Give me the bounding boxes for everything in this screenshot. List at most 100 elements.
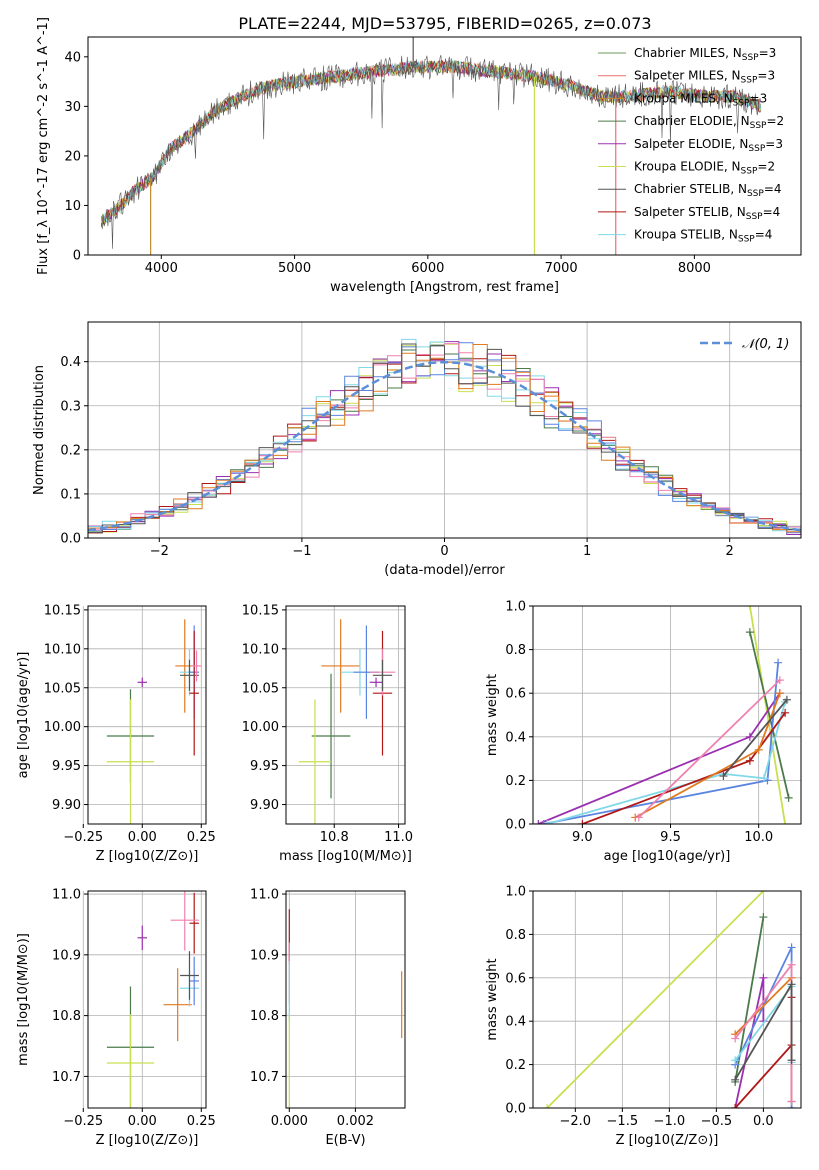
legend-sub: SSP — [738, 235, 755, 245]
x-tick-label: 0.0 — [753, 1114, 774, 1129]
weight-line-extra_pink — [638, 679, 781, 819]
legend-entry: Kroupa ELODIE, NSSP=2 — [634, 160, 775, 177]
spectrum-line-chabrier_stelib — [101, 55, 762, 249]
legend-text: Salpeter MILES, N — [634, 69, 741, 83]
weight-marker — [787, 1056, 796, 1065]
legend-suffix: =3 — [759, 46, 777, 60]
legend-suffix: =4 — [755, 228, 773, 242]
panel-residuals: −2 −1 0 1 2 0.0 0.1 0.2 0.3 0.4 (data-model)/error… — [32, 321, 802, 578]
x-axis-label: mass [log10(M/M⊙)] — [279, 849, 412, 864]
y-tick-label: 9.95 — [250, 759, 279, 774]
weight-marker — [782, 695, 791, 704]
y-tick-label: 0 — [73, 249, 81, 264]
y-tick-label: 0.0 — [505, 1102, 526, 1117]
axes-frame — [87, 605, 207, 825]
y-axis-label: age [log10(age/yr)] — [16, 652, 31, 779]
legend-sub: SSP — [746, 212, 763, 222]
y-tick-label: 0.6 — [505, 971, 526, 986]
hist-step-chabrier_stelib — [88, 343, 801, 533]
y-tick-label: 9.95 — [52, 759, 81, 774]
y-axis-label: mass [log10(M/M⊙)] — [16, 933, 31, 1066]
axes-frame — [87, 890, 207, 1109]
y-tick-label: 10.15 — [44, 603, 81, 618]
y-tick-label: 0.4 — [60, 355, 81, 370]
x-tick-label: 0.002 — [337, 1114, 374, 1129]
weight-line-extra_blue — [543, 662, 779, 824]
x-axis-label: age [log10(age/yr)] — [604, 849, 731, 864]
y-tick-label: 10.05 — [44, 681, 81, 696]
weight-marker — [787, 1097, 796, 1106]
normal-curve — [88, 360, 801, 532]
y-tick-label: 10.7 — [52, 1070, 81, 1085]
x-tick-label: 7000 — [545, 261, 578, 276]
weight-marker — [731, 1056, 740, 1065]
weight-marker — [787, 943, 796, 952]
y-tick-label: 0.6 — [505, 687, 526, 702]
axes-frame — [87, 36, 802, 256]
weight-marker — [759, 774, 768, 783]
weight-marker — [787, 960, 796, 969]
x-tick-label: −2 — [150, 544, 169, 559]
x-tick-label: 0.00 — [128, 1114, 157, 1129]
weight-marker — [759, 973, 768, 982]
y-tick-label: 0.0 — [60, 532, 81, 547]
legend-text: Salpeter STELIB, N — [634, 205, 746, 219]
legend-entry: Salpeter MILES, NSSP=3 — [634, 69, 775, 86]
x-tick-label: 2 — [726, 544, 734, 559]
y-axis-label: Normed distribution — [32, 365, 47, 495]
weight-marker — [719, 772, 728, 781]
y-tick-label: 0.2 — [505, 1058, 526, 1073]
weight-marker — [784, 793, 793, 802]
hist-step-extra_pink — [88, 343, 801, 531]
legend-entry: Chabrier STELIB, NSSP=4 — [634, 182, 782, 199]
x-axis-label: E(B-V) — [325, 1133, 365, 1148]
x-tick-label: 6000 — [411, 261, 444, 276]
weight-marker — [759, 891, 768, 895]
legend-entry: Chabrier ELODIE, NSSP=2 — [634, 114, 784, 131]
weight-marker — [539, 820, 548, 824]
y-tick-label: 20 — [64, 149, 81, 164]
axes-frame — [532, 605, 802, 825]
y-tick-label: 1.0 — [505, 600, 526, 615]
grid-lines — [286, 606, 405, 824]
weight-marker — [759, 913, 768, 922]
x-tick-label: −0.5 — [701, 1114, 733, 1129]
x-tick-label: −1 — [292, 544, 311, 559]
axes-frame — [532, 890, 802, 1109]
x-tick-label: 10.0 — [744, 830, 773, 845]
weight-marker — [745, 606, 754, 610]
x-tick-label: 9.0 — [572, 830, 593, 845]
weight-marker — [781, 708, 790, 717]
plot-area — [298, 619, 396, 824]
y-tick-label: 10.8 — [250, 1009, 279, 1024]
weight-marker — [731, 1075, 740, 1084]
weight-marker — [731, 1034, 740, 1043]
legend-sub: SSP — [742, 53, 759, 63]
panel-weight_vs_age: 9.0 9.5 10.0 0.0 0.2 0.4 0.6 0.8 1.0 age [log10(a… — [485, 600, 802, 864]
weight-marker — [543, 1104, 552, 1108]
x-tick-label: 1 — [583, 544, 591, 559]
axes-frame — [87, 321, 802, 539]
x-tick-label: 0.000 — [271, 1114, 308, 1129]
y-tick-label: 0.8 — [505, 928, 526, 943]
legend-entry: Kroupa STELIB, NSSP=4 — [634, 228, 772, 245]
x-tick-label: −0.25 — [63, 1114, 103, 1129]
panel-age_vs_Z: −0.25 0.00 0.25 9.90 9.95 10.00 10.05 10.10 10.1… — [16, 603, 216, 864]
grid-lines — [533, 890, 801, 1109]
x-tick-label: 10.8 — [320, 830, 349, 845]
legend-suffix: =2 — [766, 114, 784, 128]
weight-line-kroupa_elodie — [749, 606, 786, 824]
x-tick-label: 8000 — [678, 261, 711, 276]
weight-marker — [731, 1104, 740, 1108]
x-tick-label: −1.0 — [654, 1114, 686, 1129]
grid-lines — [286, 891, 405, 1108]
legend-sub: SSP — [747, 189, 764, 199]
legend-entry: Chabrier MILES, NSSP=3 — [634, 46, 776, 63]
y-tick-label: 10.00 — [44, 720, 81, 735]
x-tick-label: 0.25 — [187, 830, 216, 845]
legend-text: Chabrier STELIB, N — [634, 182, 747, 196]
legend-sub: SSP — [741, 167, 758, 177]
grid-lines — [82, 606, 206, 824]
legend-suffix: =2 — [757, 160, 775, 174]
y-tick-label: 9.90 — [52, 798, 81, 813]
